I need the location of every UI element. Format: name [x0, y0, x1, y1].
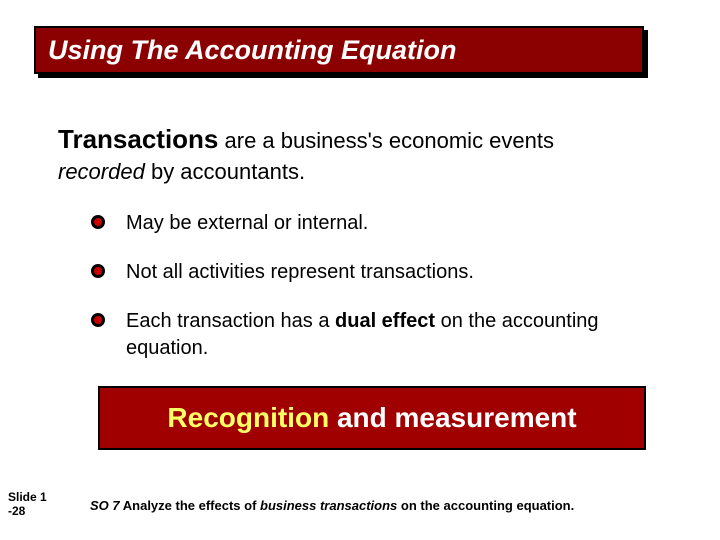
bullet-text: May be external or internal. [126, 210, 368, 237]
intro-paragraph: Transactions are a business's economic e… [58, 122, 658, 187]
so-mid: business transactions [260, 498, 397, 513]
footer-banner: Recognition and measurement [98, 386, 646, 450]
banner-white: and measurement [329, 402, 576, 433]
bullet-text: Each transaction has a dual effect on th… [126, 308, 650, 362]
slide-line1: Slide 1 [8, 490, 47, 504]
bullet-icon [90, 312, 108, 328]
slide-title: Using The Accounting Equation [48, 35, 456, 66]
intro-text-2: recorded by accountants. [58, 157, 658, 187]
intro-bold-word: Transactions [58, 124, 218, 154]
slide-line2: -28 [8, 504, 47, 518]
bullet-list: May be external or internal. Not all act… [90, 210, 650, 384]
banner-yellow: Recognition [167, 402, 329, 433]
slide-number: Slide 1 -28 [8, 490, 47, 519]
bullet-icon [90, 263, 108, 279]
bullet-text: Not all activities represent transaction… [126, 259, 474, 286]
bullet-icon [90, 214, 108, 230]
title-bar: Using The Accounting Equation [34, 26, 644, 74]
bullet-item: Each transaction has a dual effect on th… [90, 308, 650, 362]
bullet-item: Not all activities represent transaction… [90, 259, 650, 286]
bullet-item: May be external or internal. [90, 210, 650, 237]
so-label: SO 7 [90, 498, 120, 513]
so-post: on the accounting equation. [397, 498, 574, 513]
learning-objective: SO 7 Analyze the effects of business tra… [90, 498, 574, 513]
footer-banner-text: Recognition and measurement [167, 402, 576, 434]
intro-text: Transactions are a business's economic e… [58, 122, 658, 157]
intro-rest2: by accountants. [145, 159, 305, 184]
bullet-bold: dual effect [335, 310, 435, 332]
so-pre: Analyze the effects of [120, 498, 260, 513]
intro-rest1: are a business's economic events [218, 128, 554, 153]
intro-italic-word: recorded [58, 159, 145, 184]
bullet-pre: Each transaction has a [126, 310, 335, 332]
